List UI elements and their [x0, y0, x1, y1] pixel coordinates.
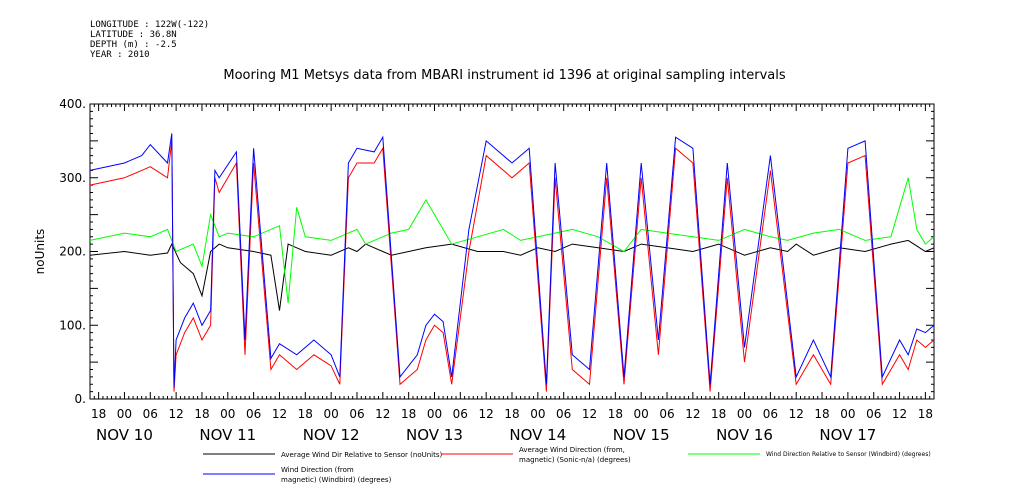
x-day-label: NOV 10 — [96, 426, 153, 444]
legend-label-4b: magnetic) (Windbird) (degrees) — [281, 476, 392, 484]
series-line-4 — [89, 133, 935, 388]
longitude-text: LONGITUDE : 122W(-122) — [90, 20, 210, 30]
x-tick-label: 06 — [659, 407, 674, 421]
axis-labels: 18 00 06 12 18 00 06 12 18 00 06 12 18 00 06 12 18 00 06 12… — [33, 97, 933, 444]
x-tick-label: 12 — [479, 407, 494, 421]
series-line-2 — [89, 140, 935, 392]
legend-label-2a: Average Wind Direction (from, — [519, 446, 625, 454]
series-layer — [89, 133, 935, 392]
x-tick-label: 12 — [685, 407, 700, 421]
x-day-label: NOV 13 — [406, 426, 463, 444]
x-tick-label: 06 — [866, 407, 881, 421]
x-tick-label: 18 — [608, 407, 623, 421]
x-tick-label: 00 — [220, 407, 235, 421]
x-tick-label: 00 — [840, 407, 855, 421]
legend-label-1: Average Wind Dir Relative to Sensor (noU… — [281, 451, 442, 459]
y-tick-label: 400. — [59, 97, 86, 111]
x-tick-label: 18 — [298, 407, 313, 421]
latitude-text: LATITUDE : 36.8N — [90, 30, 177, 40]
metadata-block: LONGITUDE : 122W(-122) LATITUDE : 36.8N … — [90, 20, 209, 60]
year-text: YEAR : 2010 — [90, 50, 150, 60]
x-tick-label: 06 — [556, 407, 571, 421]
legend-label-2b: magnetic) (Sonic-n/a) (degrees) — [519, 456, 631, 464]
x-tick-label: 18 — [711, 407, 726, 421]
x-tick-label: 18 — [401, 407, 416, 421]
y-tick-label: 300. — [59, 171, 86, 185]
legend-label-3: Wind Direction Relative to Sensor (Windb… — [766, 451, 931, 458]
x-tick-label: 12 — [789, 407, 804, 421]
y-tick-label: 200. — [59, 245, 86, 259]
x-tick-label: 06 — [143, 407, 158, 421]
y-tick-label: 100. — [59, 318, 86, 332]
x-tick-label: 06 — [246, 407, 261, 421]
x-day-label: NOV 12 — [303, 426, 360, 444]
x-tick-label: 18 — [91, 407, 106, 421]
legend: Average Wind Dir Relative to Sensor (noU… — [203, 446, 931, 484]
x-tick-label: 18 — [194, 407, 209, 421]
x-tick-label: 12 — [892, 407, 907, 421]
x-tick-label: 18 — [814, 407, 829, 421]
y-tick-label: 0. — [75, 392, 86, 406]
x-day-label: NOV 17 — [819, 426, 876, 444]
x-tick-label: 00 — [427, 407, 442, 421]
chart-title: Mooring M1 Metsys data from MBARI instru… — [223, 68, 786, 83]
x-day-label: NOV 16 — [716, 426, 773, 444]
axis-ticks — [89, 103, 935, 400]
x-tick-label: 12 — [272, 407, 287, 421]
x-tick-label: 06 — [763, 407, 778, 421]
legend-label-4a: Wind Direction (from — [281, 466, 354, 474]
x-tick-label: 00 — [324, 407, 339, 421]
series-line-3 — [89, 177, 935, 304]
x-tick-label: 12 — [168, 407, 183, 421]
y-axis-label: noUnits — [33, 229, 47, 275]
x-day-label: NOV 15 — [613, 426, 670, 444]
x-tick-label: 00 — [117, 407, 132, 421]
x-day-label: NOV 14 — [509, 426, 566, 444]
series-line-1 — [89, 239, 935, 311]
x-tick-label: 00 — [530, 407, 545, 421]
depth-text: DEPTH (m) : -2.5 — [90, 40, 177, 50]
x-tick-label: 18 — [918, 407, 933, 421]
x-tick-label: 06 — [453, 407, 468, 421]
x-day-label: NOV 11 — [199, 426, 256, 444]
x-tick-label: 00 — [634, 407, 649, 421]
x-tick-label: 00 — [737, 407, 752, 421]
x-tick-label: 06 — [349, 407, 364, 421]
x-tick-label: 12 — [375, 407, 390, 421]
x-tick-label: 12 — [582, 407, 597, 421]
x-tick-label: 18 — [504, 407, 519, 421]
